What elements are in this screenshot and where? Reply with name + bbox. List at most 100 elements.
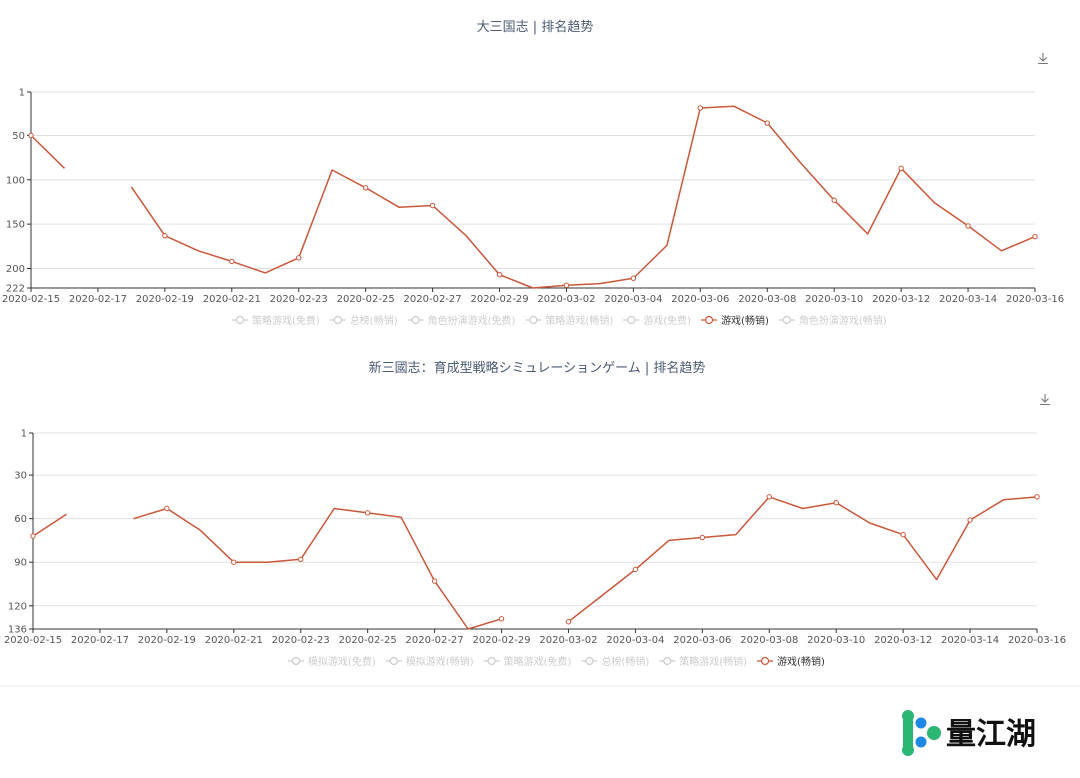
data-point[interactable] [764, 120, 770, 126]
legend-marker-icon [663, 656, 672, 666]
chart-2-legend: 模拟游戏(免费) 模拟游戏(畅销) 策略游戏(免费) 总榜(畅销) 策略游戏(畅销) 游戏… [288, 655, 825, 668]
data-point[interactable] [30, 533, 36, 539]
x-tick-label: 2020-02-21 [205, 635, 263, 646]
legend-item[interactable]: 策略游戏(免费) [483, 655, 572, 668]
download-icon[interactable] [1034, 49, 1052, 67]
x-tick-label: 2020-02-27 [406, 635, 464, 646]
chart-1-series [28, 105, 1038, 289]
x-tick-label: 2020-03-06 [671, 294, 729, 305]
brand-logo: 量江湖 [902, 710, 1036, 756]
data-point[interactable] [429, 202, 436, 209]
x-tick-label: 2020-02-29 [470, 294, 528, 305]
data-point[interactable] [630, 275, 637, 281]
data-point[interactable] [298, 556, 304, 563]
y-tick-label: 90 [14, 558, 27, 569]
x-tick-label: 2020-03-10 [805, 294, 863, 305]
legend-label: 策略游戏(畅销) [545, 314, 613, 327]
data-point[interactable] [431, 578, 438, 584]
legend-item[interactable]: 游戏(畅销) [757, 655, 825, 668]
data-point[interactable] [563, 282, 570, 289]
y-tick-label: 1 [21, 429, 27, 440]
series-line [30, 105, 1036, 289]
data-point[interactable] [565, 619, 572, 625]
chart-2-series [30, 494, 1040, 630]
legend-item[interactable]: 总榜(畅销) [581, 655, 649, 668]
x-tick-label: 2020-03-12 [872, 294, 930, 305]
legend-label: 策略游戏(免费) [252, 314, 320, 327]
x-tick-label: 2020-02-17 [71, 635, 129, 646]
legend-item[interactable]: 游戏(畅销) [701, 314, 769, 327]
legend-label: 游戏(免费) [643, 314, 691, 327]
data-point[interactable] [1034, 494, 1040, 500]
x-tick-label: 2020-02-17 [69, 294, 127, 305]
legend-item[interactable]: 角色扮演游戏(免费) [407, 314, 516, 327]
y-tick-label: 136 [8, 625, 27, 636]
data-point[interactable] [364, 510, 371, 516]
data-point[interactable] [632, 566, 639, 573]
chart-2: 新三國志：育成型戦略シミュレーションゲーム | 排名趋势 13060901201… [4, 360, 1066, 668]
x-tick-label: 2020-03-04 [606, 635, 664, 646]
data-point[interactable] [831, 197, 837, 203]
download-icon[interactable] [1036, 390, 1054, 408]
data-point[interactable] [229, 258, 235, 265]
legend-marker-icon [333, 315, 342, 325]
data-point[interactable] [162, 232, 168, 239]
data-point[interactable] [296, 255, 302, 261]
x-tick-label: 2020-02-19 [138, 635, 196, 646]
y-tick-label: 120 [8, 601, 27, 612]
data-point[interactable] [699, 534, 706, 541]
data-point[interactable] [965, 223, 971, 229]
data-point[interactable] [898, 165, 904, 171]
data-point[interactable] [362, 185, 369, 191]
x-tick-label: 2020-03-12 [874, 635, 932, 646]
legend-label: 策略游戏(免费) [504, 655, 572, 668]
legend-item[interactable]: 模拟游戏(畅销) [385, 655, 474, 668]
legend-marker-icon [529, 315, 538, 325]
legend-marker-icon [760, 656, 770, 666]
legend-label: 角色扮演游戏(免费) [428, 314, 516, 327]
legend-marker-icon [487, 656, 496, 666]
legend-item[interactable]: 策略游戏(免费) [232, 314, 320, 327]
legend-item[interactable]: 模拟游戏(免费) [288, 655, 376, 668]
y-tick-label: 200 [6, 264, 25, 275]
legend-marker-icon [704, 315, 714, 325]
chart-1-grid [31, 91, 1035, 269]
brand-logo-icon [902, 710, 941, 756]
data-point[interactable] [697, 105, 704, 111]
data-point[interactable] [496, 271, 503, 278]
data-point[interactable] [1032, 233, 1038, 240]
legend-label: 模拟游戏(畅销) [406, 655, 474, 668]
data-point[interactable] [231, 559, 237, 565]
y-tick-label: 50 [12, 131, 25, 142]
x-tick-label: 2020-02-19 [136, 294, 194, 305]
data-point[interactable] [833, 499, 839, 506]
data-point[interactable] [498, 616, 505, 622]
legend-item[interactable]: 角色扮演游戏(畅销) [778, 314, 887, 327]
data-point[interactable] [967, 517, 973, 523]
legend-marker-icon [389, 656, 398, 666]
legend-item[interactable]: 总榜(畅销) [329, 314, 398, 327]
brand-name: 量江湖 [946, 717, 1036, 752]
data-point[interactable] [28, 132, 34, 139]
data-point[interactable] [766, 494, 772, 500]
legend-item[interactable]: 策略游戏(畅销) [525, 314, 613, 327]
legend-item[interactable]: 策略游戏(畅销) [659, 655, 747, 668]
chart-1-x-axis: 2020-02-15 2020-02-17 2020-02-19 2020-02-21… [2, 287, 1064, 305]
legend-label: 总榜(畅销) [601, 655, 649, 668]
data-point[interactable] [164, 505, 170, 512]
x-tick-label: 2020-03-14 [941, 635, 999, 646]
legend-item[interactable]: 游戏(免费) [623, 314, 691, 327]
x-tick-label: 2020-03-08 [738, 294, 796, 305]
legend-marker-icon [585, 656, 594, 666]
x-tick-label: 2020-02-23 [272, 635, 330, 646]
legend-label: 角色扮演游戏(畅销) [799, 314, 887, 327]
y-tick-label: 222 [6, 284, 25, 295]
chart-2-grid [33, 432, 1037, 607]
data-point[interactable] [900, 531, 906, 538]
x-tick-label: 2020-02-23 [270, 294, 328, 305]
chart-1-title: 大三国志 | 排名趋势 [477, 19, 594, 35]
chart-2-x-axis: 2020-02-15 2020-02-17 2020-02-19 2020-02-21… [4, 628, 1066, 646]
legend-marker-icon [411, 315, 420, 325]
